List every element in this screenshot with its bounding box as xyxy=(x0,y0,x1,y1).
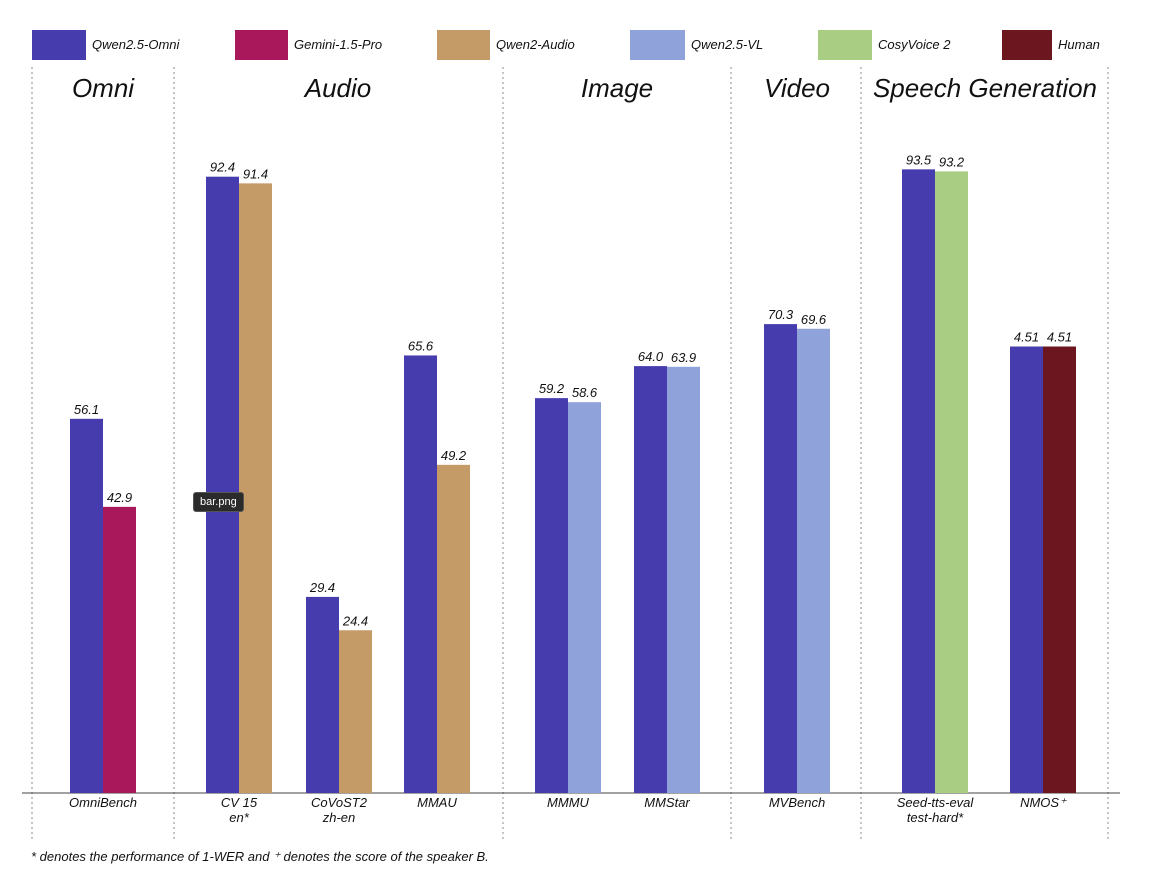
legend-item: Qwen2-Audio xyxy=(437,30,603,60)
legend-item: CosyVoice 2 xyxy=(818,30,984,60)
bar-value-label: 63.9 xyxy=(671,350,696,365)
legend: Qwen2.5-Omni Gemini-1.5-Pro Qwen2-Audio Qwe… xyxy=(0,0,1153,60)
x-tick-label: Seed-tts-eval xyxy=(897,795,975,810)
bar-value-label: 93.2 xyxy=(939,154,965,169)
x-tick-label: MVBench xyxy=(769,795,825,810)
legend-item: Human xyxy=(1002,30,1113,60)
x-tick-label: zh-en xyxy=(322,810,356,825)
legend-item: Gemini-1.5-Pro xyxy=(235,30,401,60)
bar xyxy=(902,169,935,794)
bar xyxy=(797,328,830,793)
bar xyxy=(1043,346,1076,793)
bar xyxy=(306,596,339,793)
bar xyxy=(1010,346,1043,793)
bar-value-label: 29.4 xyxy=(309,580,335,595)
bar xyxy=(437,464,470,793)
x-tick-label: MMMU xyxy=(547,795,589,810)
legend-swatch xyxy=(818,30,872,60)
footnote: * denotes the performance of 1-WER and ⁺… xyxy=(31,849,489,864)
x-tick-label: NMOS⁺ xyxy=(1020,795,1067,810)
legend-swatch xyxy=(235,30,288,60)
bar xyxy=(404,355,437,793)
legend-item: Qwen2.5-Omni xyxy=(32,30,198,60)
bar xyxy=(935,171,968,793)
bar-value-label: 91.4 xyxy=(243,166,268,181)
x-tick-label: en* xyxy=(229,810,249,825)
x-tick-label: CoVoST2 xyxy=(311,795,368,810)
section-title: Video xyxy=(764,73,830,103)
bar-value-label: 42.9 xyxy=(107,490,132,505)
section-title: Image xyxy=(581,73,653,103)
x-tick-label: CV 15 xyxy=(221,795,258,810)
legend-swatch xyxy=(32,30,86,60)
x-tick-label: test-hard* xyxy=(907,810,964,825)
bar xyxy=(206,176,239,793)
bar-value-label: 69.6 xyxy=(801,312,827,327)
legend-label: CosyVoice 2 xyxy=(878,37,951,52)
bar-value-label: 4.51 xyxy=(1014,330,1039,345)
bar-value-label: 49.2 xyxy=(441,448,467,463)
bar-value-label: 59.2 xyxy=(539,381,565,396)
legend-swatch xyxy=(437,30,490,60)
bar-value-label: 58.6 xyxy=(572,385,598,400)
section-title: Audio xyxy=(303,73,372,103)
bar-value-label: 56.1 xyxy=(74,402,99,417)
section-title: Speech Generation xyxy=(873,73,1097,103)
bar-value-label: 24.4 xyxy=(342,613,368,628)
bar xyxy=(70,418,103,793)
legend-item: Qwen2.5-VL xyxy=(630,30,796,60)
bar-value-label: 93.5 xyxy=(906,152,932,167)
bar xyxy=(764,324,797,793)
bar-value-label: 70.3 xyxy=(768,307,794,322)
bar-value-label: 92.4 xyxy=(210,160,235,175)
bar xyxy=(667,366,700,793)
legend-swatch xyxy=(630,30,685,60)
legend-label: Qwen2.5-VL xyxy=(691,37,764,52)
x-tick-label: OmniBench xyxy=(69,795,137,810)
bar-value-label: 65.6 xyxy=(408,338,434,353)
bar xyxy=(339,630,372,793)
bar-value-label: 64.0 xyxy=(638,349,664,364)
tooltip: bar.png xyxy=(193,492,244,512)
legend-label: Qwen2.5-Omni xyxy=(92,37,180,52)
legend-label: Human xyxy=(1058,37,1100,52)
bar xyxy=(568,402,601,793)
x-tick-label: MMAU xyxy=(417,795,457,810)
legend-label: Qwen2-Audio xyxy=(496,37,575,52)
legend-swatch xyxy=(1002,30,1052,60)
bar xyxy=(535,398,568,793)
bar xyxy=(634,366,667,793)
bar xyxy=(239,183,272,793)
bar-value-label: 4.51 xyxy=(1047,330,1072,345)
section-title: Omni xyxy=(72,73,135,103)
x-tick-label: MMStar xyxy=(644,795,690,810)
legend-label: Gemini-1.5-Pro xyxy=(294,37,383,52)
bar xyxy=(103,506,136,793)
